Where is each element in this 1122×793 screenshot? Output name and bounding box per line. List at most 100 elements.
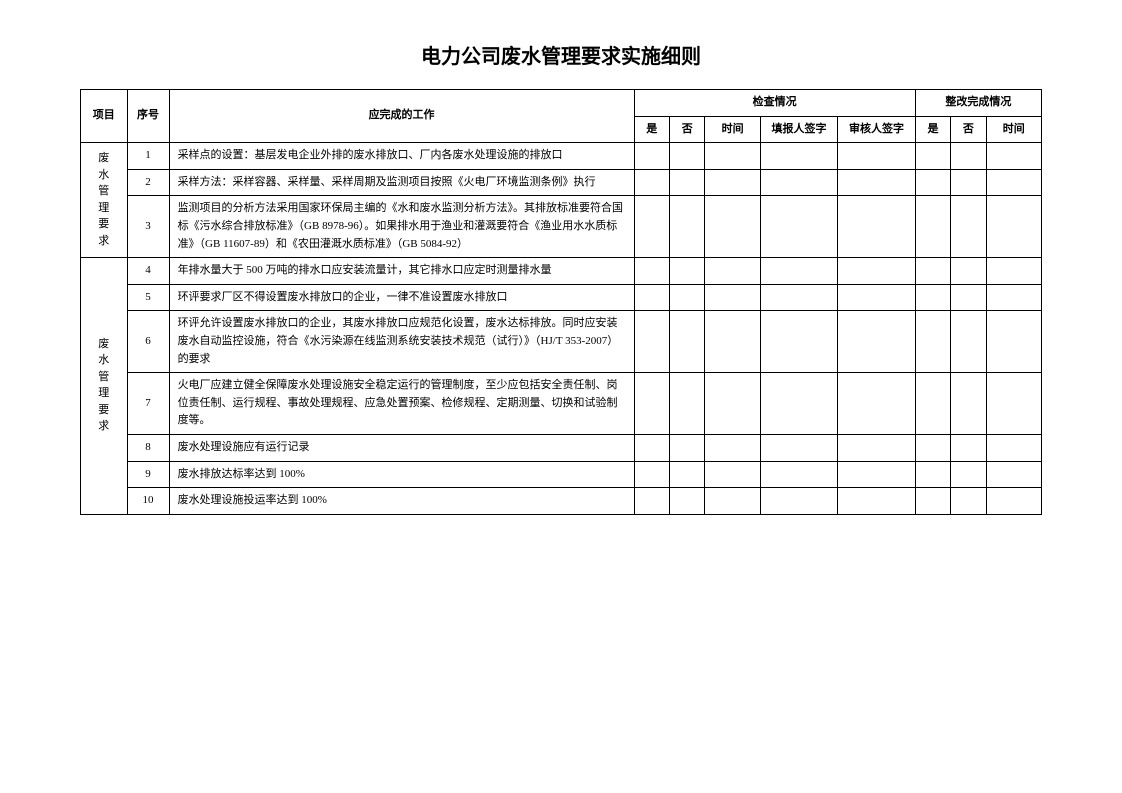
empty-cell: [838, 373, 916, 435]
empty-cell: [760, 434, 838, 461]
table-row: 废水管理要求4年排水量大于 500 万吨的排水口应安装流量计，其它排水口应定时测…: [81, 258, 1042, 285]
work-cell: 火电厂应建立健全保障废水处理设施安全稳定运行的管理制度，至少应包括安全责任制、岗…: [169, 373, 634, 435]
empty-cell: [705, 311, 760, 373]
empty-cell: [760, 196, 838, 258]
header-seq: 序号: [127, 90, 169, 143]
empty-cell: [669, 373, 704, 435]
empty-cell: [669, 143, 704, 170]
empty-cell: [838, 143, 916, 170]
empty-cell: [951, 284, 986, 311]
empty-cell: [705, 196, 760, 258]
work-cell: 监测项目的分析方法采用国家环保局主编的《水和废水监测分析方法》。其排放标准要符合…: [169, 196, 634, 258]
header-rectify-time: 时间: [986, 116, 1041, 143]
empty-cell: [986, 284, 1041, 311]
header-rectify-no: 否: [951, 116, 986, 143]
header-row-1: 项目 序号 应完成的工作 检查情况 整改完成情况: [81, 90, 1042, 117]
empty-cell: [634, 311, 669, 373]
empty-cell: [951, 434, 986, 461]
empty-cell: [986, 373, 1041, 435]
empty-cell: [705, 284, 760, 311]
main-table: 项目 序号 应完成的工作 检查情况 整改完成情况 是 否 时间 填报人签字 审核…: [80, 89, 1042, 515]
seq-cell: 4: [127, 258, 169, 285]
empty-cell: [838, 311, 916, 373]
empty-cell: [915, 461, 950, 488]
header-check-group: 检查情况: [634, 90, 915, 117]
table-row: 废水管理要求1采样点的设置：基层发电企业外排的废水排放口、厂内各废水处理设施的排…: [81, 143, 1042, 170]
empty-cell: [634, 143, 669, 170]
work-cell: 环评允许设置废水排放口的企业，其废水排放口应规范化设置，废水达标排放。同时应安装…: [169, 311, 634, 373]
header-rectify-group: 整改完成情况: [915, 90, 1041, 117]
empty-cell: [634, 461, 669, 488]
empty-cell: [669, 461, 704, 488]
seq-cell: 7: [127, 373, 169, 435]
seq-cell: 10: [127, 488, 169, 515]
table-body: 废水管理要求1采样点的设置：基层发电企业外排的废水排放口、厂内各废水处理设施的排…: [81, 143, 1042, 515]
empty-cell: [669, 196, 704, 258]
empty-cell: [838, 258, 916, 285]
empty-cell: [915, 143, 950, 170]
empty-cell: [760, 284, 838, 311]
empty-cell: [705, 461, 760, 488]
empty-cell: [634, 169, 669, 196]
empty-cell: [838, 461, 916, 488]
empty-cell: [915, 434, 950, 461]
seq-cell: 2: [127, 169, 169, 196]
header-check-no: 否: [669, 116, 704, 143]
empty-cell: [915, 373, 950, 435]
empty-cell: [634, 258, 669, 285]
empty-cell: [838, 196, 916, 258]
empty-cell: [838, 284, 916, 311]
empty-cell: [760, 143, 838, 170]
empty-cell: [669, 169, 704, 196]
empty-cell: [951, 311, 986, 373]
header-check-time: 时间: [705, 116, 760, 143]
work-cell: 采样点的设置：基层发电企业外排的废水排放口、厂内各废水处理设施的排放口: [169, 143, 634, 170]
category-cell: 废水管理要求: [81, 258, 128, 515]
document-title: 电力公司废水管理要求实施细则: [80, 40, 1042, 69]
work-cell: 废水处理设施投运率达到 100%: [169, 488, 634, 515]
empty-cell: [986, 196, 1041, 258]
empty-cell: [669, 488, 704, 515]
header-check-reviewer: 审核人签字: [838, 116, 916, 143]
empty-cell: [915, 258, 950, 285]
work-cell: 采样方法：采样容器、采样量、采样周期及监测项目按照《火电厂环境监测条例》执行: [169, 169, 634, 196]
header-check-filler: 填报人签字: [760, 116, 838, 143]
empty-cell: [838, 434, 916, 461]
empty-cell: [669, 311, 704, 373]
empty-cell: [986, 488, 1041, 515]
table-row: 6环评允许设置废水排放口的企业，其废水排放口应规范化设置，废水达标排放。同时应安…: [81, 311, 1042, 373]
empty-cell: [705, 258, 760, 285]
seq-cell: 3: [127, 196, 169, 258]
empty-cell: [986, 258, 1041, 285]
table-row: 8废水处理设施应有运行记录: [81, 434, 1042, 461]
empty-cell: [951, 169, 986, 196]
header-project: 项目: [81, 90, 128, 143]
table-row: 9废水排放达标率达到 100%: [81, 461, 1042, 488]
empty-cell: [915, 311, 950, 373]
empty-cell: [986, 461, 1041, 488]
empty-cell: [838, 488, 916, 515]
work-cell: 环评要求厂区不得设置废水排放口的企业，一律不准设置废水排放口: [169, 284, 634, 311]
empty-cell: [634, 434, 669, 461]
header-rectify-yes: 是: [915, 116, 950, 143]
seq-cell: 5: [127, 284, 169, 311]
empty-cell: [760, 258, 838, 285]
header-check-yes: 是: [634, 116, 669, 143]
work-cell: 废水处理设施应有运行记录: [169, 434, 634, 461]
work-cell: 年排水量大于 500 万吨的排水口应安装流量计，其它排水口应定时测量排水量: [169, 258, 634, 285]
empty-cell: [915, 284, 950, 311]
empty-cell: [986, 169, 1041, 196]
header-work: 应完成的工作: [169, 90, 634, 143]
table-row: 2采样方法：采样容器、采样量、采样周期及监测项目按照《火电厂环境监测条例》执行: [81, 169, 1042, 196]
empty-cell: [669, 434, 704, 461]
empty-cell: [705, 488, 760, 515]
empty-cell: [705, 434, 760, 461]
table-row: 5环评要求厂区不得设置废水排放口的企业，一律不准设置废水排放口: [81, 284, 1042, 311]
empty-cell: [634, 373, 669, 435]
category-cell: 废水管理要求: [81, 143, 128, 258]
empty-cell: [951, 143, 986, 170]
seq-cell: 6: [127, 311, 169, 373]
empty-cell: [986, 143, 1041, 170]
empty-cell: [951, 461, 986, 488]
work-cell: 废水排放达标率达到 100%: [169, 461, 634, 488]
